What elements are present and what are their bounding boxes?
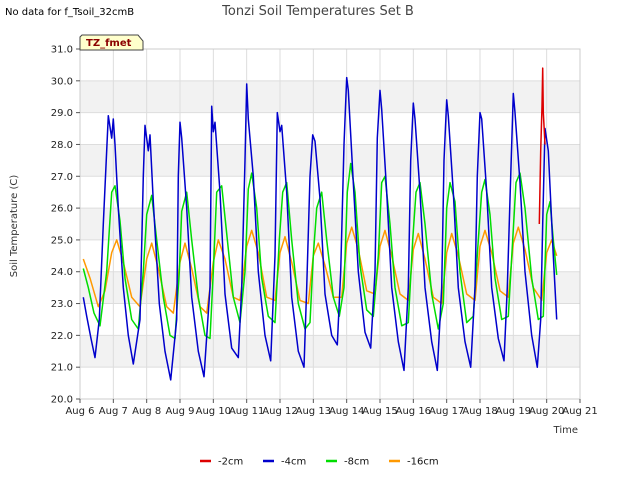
y-tick-label: 25.0: [51, 235, 73, 246]
y-tick-label: 26.0: [51, 204, 73, 215]
x-tick-label: Aug 14: [329, 406, 364, 417]
x-axis-label: Time: [553, 425, 578, 436]
x-tick-label: Aug 6: [65, 406, 94, 417]
y-tick-label: 21.0: [51, 363, 73, 374]
y-tick-label: 20.0: [51, 395, 73, 406]
legend: -2cm -4cm -8cm -16cm: [200, 457, 439, 468]
x-tick-label: Aug 15: [362, 406, 397, 417]
x-tick-label: Aug 18: [462, 406, 497, 417]
legend-label: -8cm: [344, 457, 369, 468]
x-tick-label: Aug 10: [196, 406, 231, 417]
no-data-note: No data for f_Tsoil_32cmB: [5, 7, 135, 18]
x-tick-label: Aug 21: [562, 406, 597, 417]
series-lines: [82, 67, 558, 381]
plot-band: [80, 271, 580, 304]
chart-title: Tonzi Soil Temperatures Set B: [221, 4, 414, 19]
x-tick-label: Aug 11: [229, 406, 264, 417]
x-tick-label: Aug 9: [165, 406, 194, 417]
x-tick-label: Aug 20: [529, 406, 564, 417]
tz-fmet-badge: TZ_fmet: [79, 34, 144, 51]
x-tick-label: Aug 12: [262, 406, 297, 417]
x-tick-label: Aug 19: [496, 406, 531, 417]
legend-label: -2cm: [218, 457, 243, 468]
x-tick-label: Aug 7: [99, 406, 128, 417]
x-tick-label: Aug 17: [429, 406, 464, 417]
y-tick-label: 23.0: [51, 299, 73, 310]
series-line-minus-16cm: [82, 226, 558, 314]
y-tick-label: 29.0: [51, 108, 73, 119]
y-axis-ticks: 20.0 21.0 22.0 23.0 24.0 25.0 26.0 27.0 28.0 29.0…: [51, 45, 80, 406]
y-tick-label: 31.0: [51, 45, 73, 56]
y-tick-label: 24.0: [51, 267, 73, 278]
y-axis-label: Soil Temperature (C): [9, 175, 20, 278]
series-line-minus-4cm: [82, 76, 558, 381]
plot-band: [80, 80, 580, 113]
legend-label: -4cm: [281, 457, 306, 468]
y-tick-label: 28.0: [51, 140, 73, 151]
plot-band: [80, 208, 580, 240]
y-tick-label: 22.0: [51, 331, 73, 342]
series-line-minus-8cm: [82, 162, 558, 340]
tz-fmet-badge-label: TZ_fmet: [86, 38, 132, 49]
x-tick-label: Aug 16: [396, 406, 431, 417]
y-tick-label: 27.0: [51, 172, 73, 183]
legend-label: -16cm: [407, 457, 439, 468]
plot-band: [80, 144, 580, 177]
y-tick-label: 30.0: [51, 76, 73, 87]
series-line-minus-2cm: [538, 67, 546, 225]
plot-frame: [79, 48, 581, 400]
x-tick-label: Aug 8: [132, 406, 161, 417]
x-tick-label: Aug 13: [296, 406, 331, 417]
